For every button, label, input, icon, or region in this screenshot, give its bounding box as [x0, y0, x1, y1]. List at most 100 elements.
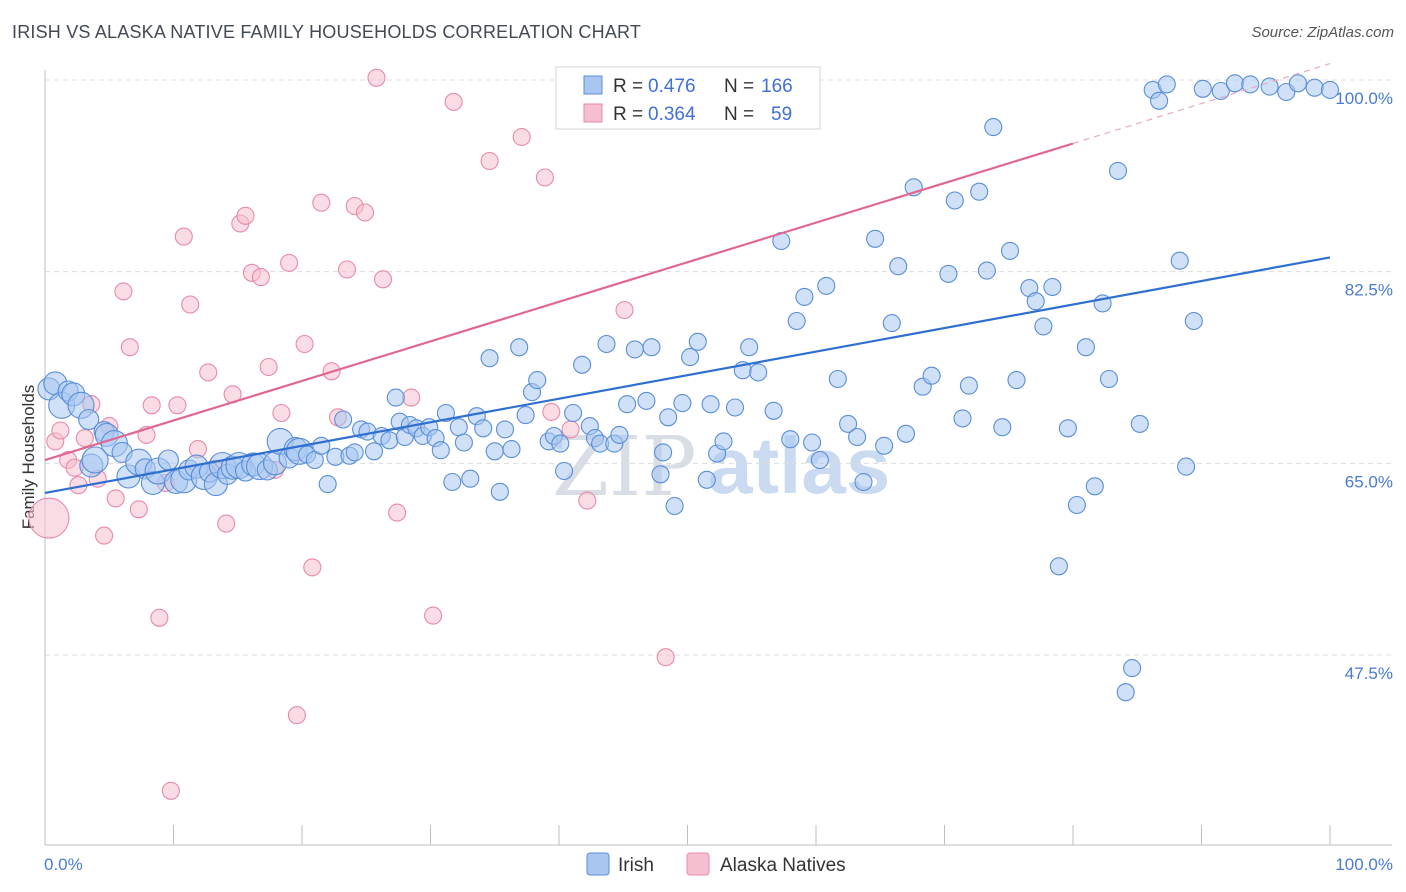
irish-point-116 [828, 369, 847, 389]
trend-line-irish [44, 256, 1331, 494]
irish-point-122 [882, 314, 901, 333]
irish-point-79 [551, 434, 570, 453]
irish-point-65 [461, 469, 480, 488]
alaska-point-9 [95, 526, 114, 545]
legend-irish-n-value: 166 [761, 76, 793, 97]
legend-alaska-n-value: 59 [771, 104, 792, 125]
irish-point-146 [1085, 477, 1104, 496]
bottom-legend-swatch-alaska [686, 852, 710, 876]
alaska-point-34 [272, 403, 291, 423]
alaska-point-57 [615, 300, 634, 320]
alaska-point-52 [512, 127, 531, 147]
irish-point-67 [474, 419, 493, 438]
alaska-point-12 [114, 282, 133, 301]
irish-point-98 [681, 348, 700, 367]
irish-point-166 [1305, 78, 1324, 97]
y-tick-label-2: 82.5% [1345, 281, 1393, 300]
y-tick-label-0: 47.5% [1345, 664, 1393, 683]
legend-irish-r-label: R = [613, 76, 643, 97]
irish-point-70 [490, 482, 509, 501]
irish-point-99 [688, 332, 707, 351]
irish-point-128 [939, 264, 958, 283]
irish-point-18 [157, 449, 179, 471]
irish-point-91 [637, 391, 656, 410]
irish-point-112 [795, 287, 814, 306]
irish-point-120 [866, 229, 885, 248]
irish-point-117 [839, 414, 858, 433]
irish-point-73 [510, 338, 529, 357]
irish-point-104 [725, 398, 745, 417]
alaska-point-48 [402, 388, 421, 407]
irish-point-72 [502, 440, 521, 459]
irish-point-96 [665, 496, 684, 516]
irish-point-148 [1099, 369, 1119, 389]
irish-point-121 [875, 436, 894, 455]
irish-point-127 [922, 366, 941, 385]
alaska-point-42 [337, 260, 357, 279]
irish-point-82 [573, 355, 592, 374]
alaska-point-32 [259, 357, 278, 377]
y-tick-labels: 47.5% 65.0% 82.5% 100.0% [1335, 89, 1393, 683]
legend-swatch-irish [583, 75, 603, 95]
bottom-legend-swatch-irish [586, 852, 610, 876]
irish-point-46 [345, 443, 364, 462]
alaska-point-38 [303, 558, 322, 577]
alaska-point-29 [236, 206, 255, 225]
irish-point-74 [516, 406, 535, 425]
irish-point-167 [1320, 80, 1340, 99]
bottom-legend-irish: Irish [618, 855, 654, 876]
alaska-point-21 [174, 227, 193, 246]
irish-point-62 [443, 472, 462, 492]
y-tick-label-3: 100.0% [1335, 89, 1393, 108]
alaska-point-17 [150, 608, 169, 627]
irish-point-80 [555, 461, 574, 481]
irish-point-88 [610, 425, 629, 444]
alaska-point-20 [168, 396, 187, 415]
irish-point-52 [386, 388, 405, 407]
irish-point-149 [1108, 161, 1128, 180]
irish-point-103 [714, 432, 733, 451]
irish-point-136 [1000, 241, 1020, 260]
irish-point-134 [984, 118, 1003, 137]
irish-point-76 [528, 371, 547, 390]
irish-point-119 [854, 472, 873, 492]
irish-point-61 [436, 403, 455, 423]
alaska-point-24 [199, 363, 218, 382]
irish-point-110 [781, 430, 800, 449]
source-credit: Source: ZipAtlas.com [1251, 24, 1394, 41]
y-tick-label-1: 65.0% [1345, 472, 1393, 491]
trend-line-alaska [44, 142, 1074, 462]
irish-point-139 [1026, 292, 1045, 311]
irish-point-68 [480, 349, 499, 368]
irish-point-86 [597, 334, 616, 354]
irish-point-150 [1116, 683, 1135, 702]
alaska-point-49 [424, 606, 443, 625]
alaska-point-54 [542, 402, 561, 421]
irish-point-41 [312, 436, 331, 455]
alaska-point-44 [355, 203, 375, 222]
trend-lines [44, 62, 1331, 494]
alaska-point-45 [367, 68, 386, 87]
irish-point-137 [1007, 371, 1026, 390]
alaska-point-58 [656, 648, 675, 667]
alaska-point-11 [106, 489, 125, 508]
irish-point-115 [817, 276, 836, 295]
irish-point-51 [380, 431, 399, 450]
irish-point-162 [1241, 75, 1260, 94]
irish-point-163 [1260, 77, 1279, 96]
legend-swatch-alaska [583, 103, 603, 123]
irish-point-93 [651, 465, 670, 484]
legend-alaska-r-value: 0.364 [648, 104, 696, 125]
irish-point-141 [1043, 277, 1062, 297]
irish-point-107 [749, 363, 768, 382]
x-axis-ticks [44, 825, 1331, 845]
irish-point-89 [618, 395, 637, 414]
alaska-point-39 [312, 193, 331, 212]
irish-point-49 [364, 442, 384, 461]
irish-point-97 [673, 394, 692, 413]
irish-point-123 [889, 257, 908, 276]
irish-point-44 [334, 410, 353, 429]
alaska-point-22 [181, 295, 200, 314]
x-tick-label-min: 0.0% [44, 855, 83, 874]
